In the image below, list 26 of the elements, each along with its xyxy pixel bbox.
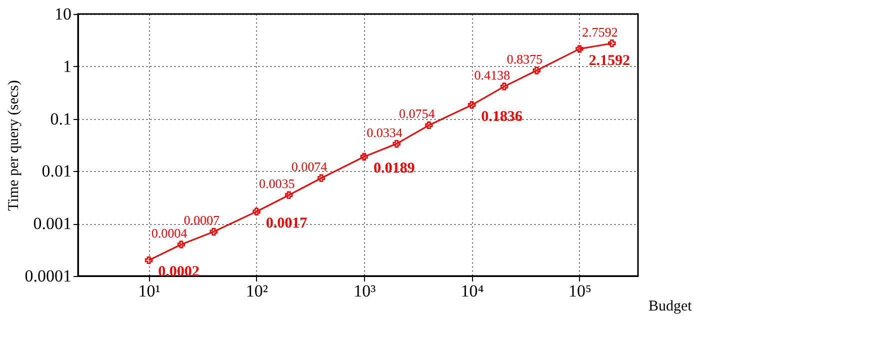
y-axis-title: Time per query (secs) [6,80,22,211]
x-tick-label: 10⁵ [568,282,592,300]
x-tick-label: 10² [246,282,268,300]
data-label: 0.0074 [291,159,328,174]
data-label: 0.8375 [506,51,542,66]
data-label: 0.0035 [258,176,295,192]
y-tick-label: 0.001 [33,214,72,234]
data-label: 0.0017 [266,216,308,232]
data-label: 0.0754 [399,106,436,122]
data-label: 0.1836 [481,108,523,125]
data-label: 0.4138 [474,67,510,82]
y-tick-label: 0.1 [50,109,72,128]
x-tick-label: 10⁴ [460,282,484,300]
x-tick-label: 10³ [354,282,376,300]
data-label: 0.0334 [366,124,403,140]
data-label: 0.0004 [151,225,188,240]
data-label: 2.7592 [582,24,618,40]
data-label: 0.0189 [373,160,415,177]
y-tick-label: 0.01 [42,162,72,181]
data-label: 2.1592 [588,52,630,69]
y-tick-label: 10 [54,4,72,24]
x-tick-label: 10¹ [138,282,160,300]
x-axis-title: Budget [648,298,693,314]
y-tick-label: 1 [63,56,72,76]
y-tick-label: 0.0001 [24,266,72,286]
data-label: 0.0007 [184,212,220,228]
